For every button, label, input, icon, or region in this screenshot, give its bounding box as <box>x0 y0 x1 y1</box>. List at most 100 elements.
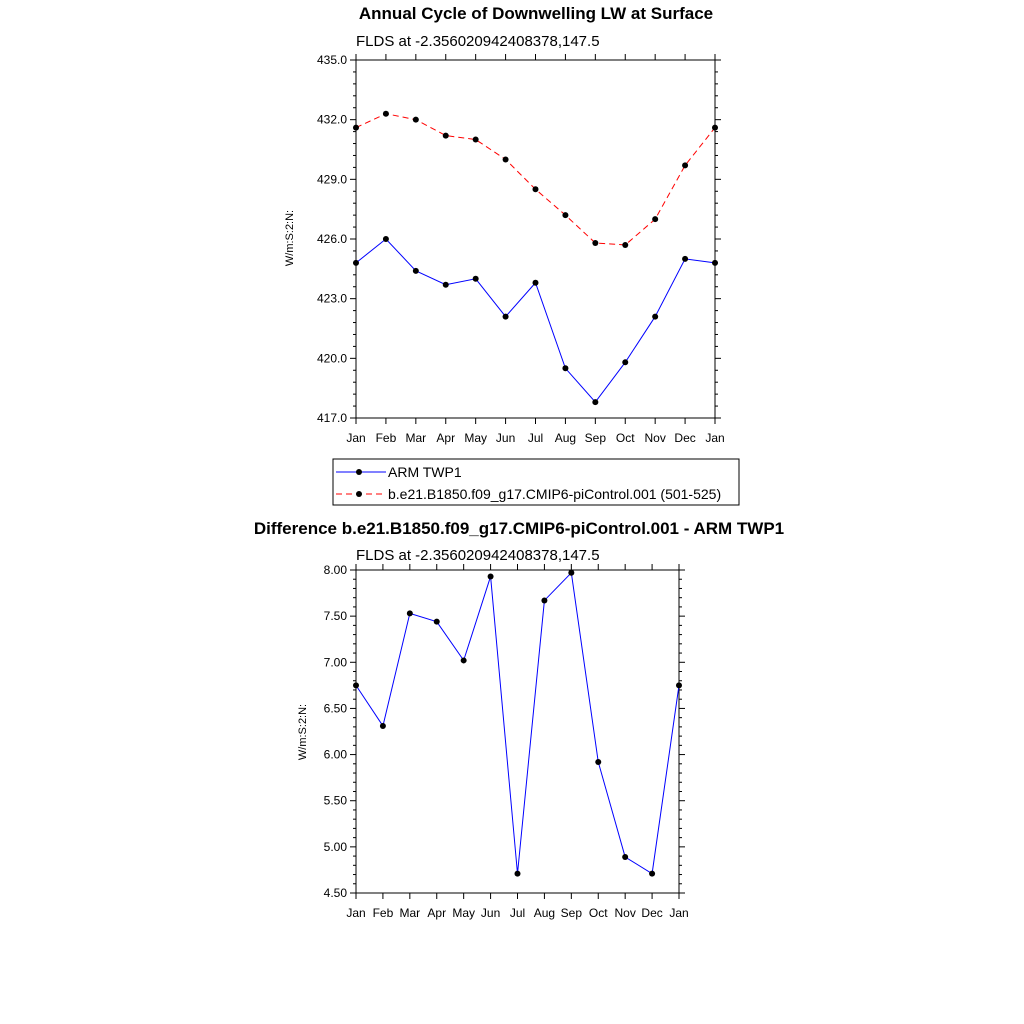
c1-series-0-point <box>382 236 389 242</box>
chart1-y-axis-label: W/m:S:2:N: <box>284 210 296 266</box>
c2-series-0-point <box>379 722 386 729</box>
c1-xtick-label: Jan <box>705 431 724 445</box>
c1-series-1-point <box>382 110 389 117</box>
c1-ytick-label: 426.0 <box>317 232 347 246</box>
c1-series-0-point <box>622 359 629 366</box>
chart1-x-ticks: Jan Feb Mar Apr May Jun Jul Aug Sep Oct Nov Dec Jan <box>346 54 725 445</box>
c1-series-0-point <box>712 259 718 266</box>
chart2-plot-frame <box>355 569 680 894</box>
annual-cycle-chart: Annual Cycle of Downwelling LW at Surfac… <box>284 4 740 506</box>
c2-series-0-point <box>406 610 413 617</box>
c1-series-1-point <box>592 239 599 246</box>
c2-series-0-point <box>622 854 629 861</box>
c2-ytick-label: 6.00 <box>324 748 348 762</box>
chart2-title: Difference b.e21.B1850.f09_g17.CMIP6-piC… <box>254 519 784 538</box>
c1-ytick-label: 417.0 <box>317 411 347 425</box>
c1-series-1-point <box>562 212 569 219</box>
c1-series-1-point <box>652 216 659 223</box>
c1-ytick-label: 435.0 <box>317 53 347 67</box>
difference-chart: Difference b.e21.B1850.f09_g17.CMIP6-piC… <box>254 519 784 920</box>
c2-ytick-label: 8.00 <box>324 563 348 577</box>
c2-ytick-label: 5.00 <box>324 840 348 854</box>
c1-series-0-point <box>592 399 599 406</box>
c1-series-0-point <box>472 275 479 282</box>
c2-xtick-label: Aug <box>534 906 555 920</box>
c2-xtick-label: Jan <box>669 906 688 920</box>
c2-xtick-label: Oct <box>589 906 608 920</box>
c1-series-0-point <box>532 279 539 286</box>
chart1-subtitle: FLDS at -2.356020942408378,147.5 <box>356 33 600 50</box>
c2-series-0-point <box>487 573 494 580</box>
c1-series-1-line <box>355 113 716 246</box>
chart2-y-axis-label: W/m:S:2:N: <box>297 704 309 760</box>
c1-series-0-point <box>353 259 359 266</box>
c1-xtick-label: Dec <box>674 431 695 445</box>
c1-series-0-point <box>502 313 509 320</box>
c2-xtick-label: Nov <box>614 906 635 920</box>
c1-xtick-label: Oct <box>616 431 635 445</box>
c2-xtick-label: Apr <box>427 906 446 920</box>
c1-xtick-label: Jul <box>528 431 543 445</box>
c2-series-0-point <box>568 569 575 576</box>
legend-swatch-arm-marker <box>356 469 362 475</box>
c2-ytick-label: 7.50 <box>324 609 348 623</box>
c1-ytick-label: 420.0 <box>317 351 347 365</box>
c2-series-0-point <box>353 682 359 689</box>
c1-series-1-point <box>712 124 718 131</box>
chart2-x-ticks: Jan Feb Mar Apr May Jun Jul Aug Sep Oct Nov Dec Jan <box>346 564 689 920</box>
legend-label-arm: ARM TWP1 <box>388 464 462 480</box>
c1-series-1-point <box>412 116 419 123</box>
chart1-legend: ARM TWP1 b.e21.B1850.f09_g17.CMIP6-piCon… <box>332 458 740 506</box>
c1-ytick-label: 423.0 <box>317 292 347 306</box>
c1-series-0-point <box>652 313 659 320</box>
chart1-title: Annual Cycle of Downwelling LW at Surfac… <box>359 4 713 23</box>
c1-series-1-point <box>353 124 359 131</box>
c2-series-0-point <box>541 597 548 604</box>
c1-series-1-point <box>622 241 629 248</box>
chart1-series <box>353 110 718 406</box>
c1-series-0-line <box>355 238 716 403</box>
chart1-y-ticks: 417.0 420.0 423.0 426.0 429.0 432.0 435.0 <box>317 53 721 425</box>
c1-xtick-label: Jan <box>346 431 365 445</box>
c2-xtick-label: Jun <box>481 906 500 920</box>
c2-series-0-point <box>460 657 467 664</box>
legend-swatch-model-marker <box>356 491 362 497</box>
c1-series-0-point <box>682 255 689 262</box>
c2-series-0-line <box>355 571 680 875</box>
legend-box <box>332 458 740 506</box>
c2-xtick-label: Mar <box>399 906 420 920</box>
c1-xtick-label: Sep <box>585 431 607 445</box>
c1-xtick-label: Aug <box>555 431 576 445</box>
c1-xtick-label: Feb <box>376 431 397 445</box>
c1-series-1-point <box>532 186 539 193</box>
legend-label-model: b.e21.B1850.f09_g17.CMIP6-piControl.001 … <box>388 486 721 502</box>
c1-series-1-point <box>682 162 689 169</box>
c2-xtick-label: Jan <box>346 906 365 920</box>
c1-series-0-point <box>442 281 449 288</box>
c1-xtick-label: Mar <box>405 431 426 445</box>
c2-series-0-point <box>433 618 440 625</box>
chart1-plot-frame <box>355 59 716 419</box>
c1-series-1-point <box>442 132 449 139</box>
chart2-series <box>353 569 682 877</box>
c2-xtick-label: Sep <box>561 906 583 920</box>
c1-xtick-label: Jun <box>496 431 515 445</box>
chart2-subtitle: FLDS at -2.356020942408378,147.5 <box>356 547 600 564</box>
c2-ytick-label: 6.50 <box>324 701 348 715</box>
c2-xtick-label: Jul <box>510 906 525 920</box>
c2-ytick-label: 7.00 <box>324 655 348 669</box>
c1-series-1-point <box>472 136 479 143</box>
c2-ytick-label: 4.50 <box>324 886 348 900</box>
c1-xtick-label: May <box>464 431 487 445</box>
chart2-y-ticks: 4.50 5.00 5.50 6.00 6.50 7.00 7.50 8.00 <box>324 563 685 900</box>
c2-series-0-point <box>676 682 682 689</box>
c1-ytick-label: 429.0 <box>317 172 347 186</box>
c1-ytick-label: 432.0 <box>317 113 347 127</box>
c2-xtick-label: Dec <box>641 906 662 920</box>
c2-xtick-label: May <box>452 906 475 920</box>
c2-series-0-point <box>595 758 602 765</box>
c1-series-1-point <box>502 156 509 163</box>
c1-xtick-label: Nov <box>644 431 665 445</box>
c1-series-0-point <box>562 365 569 372</box>
